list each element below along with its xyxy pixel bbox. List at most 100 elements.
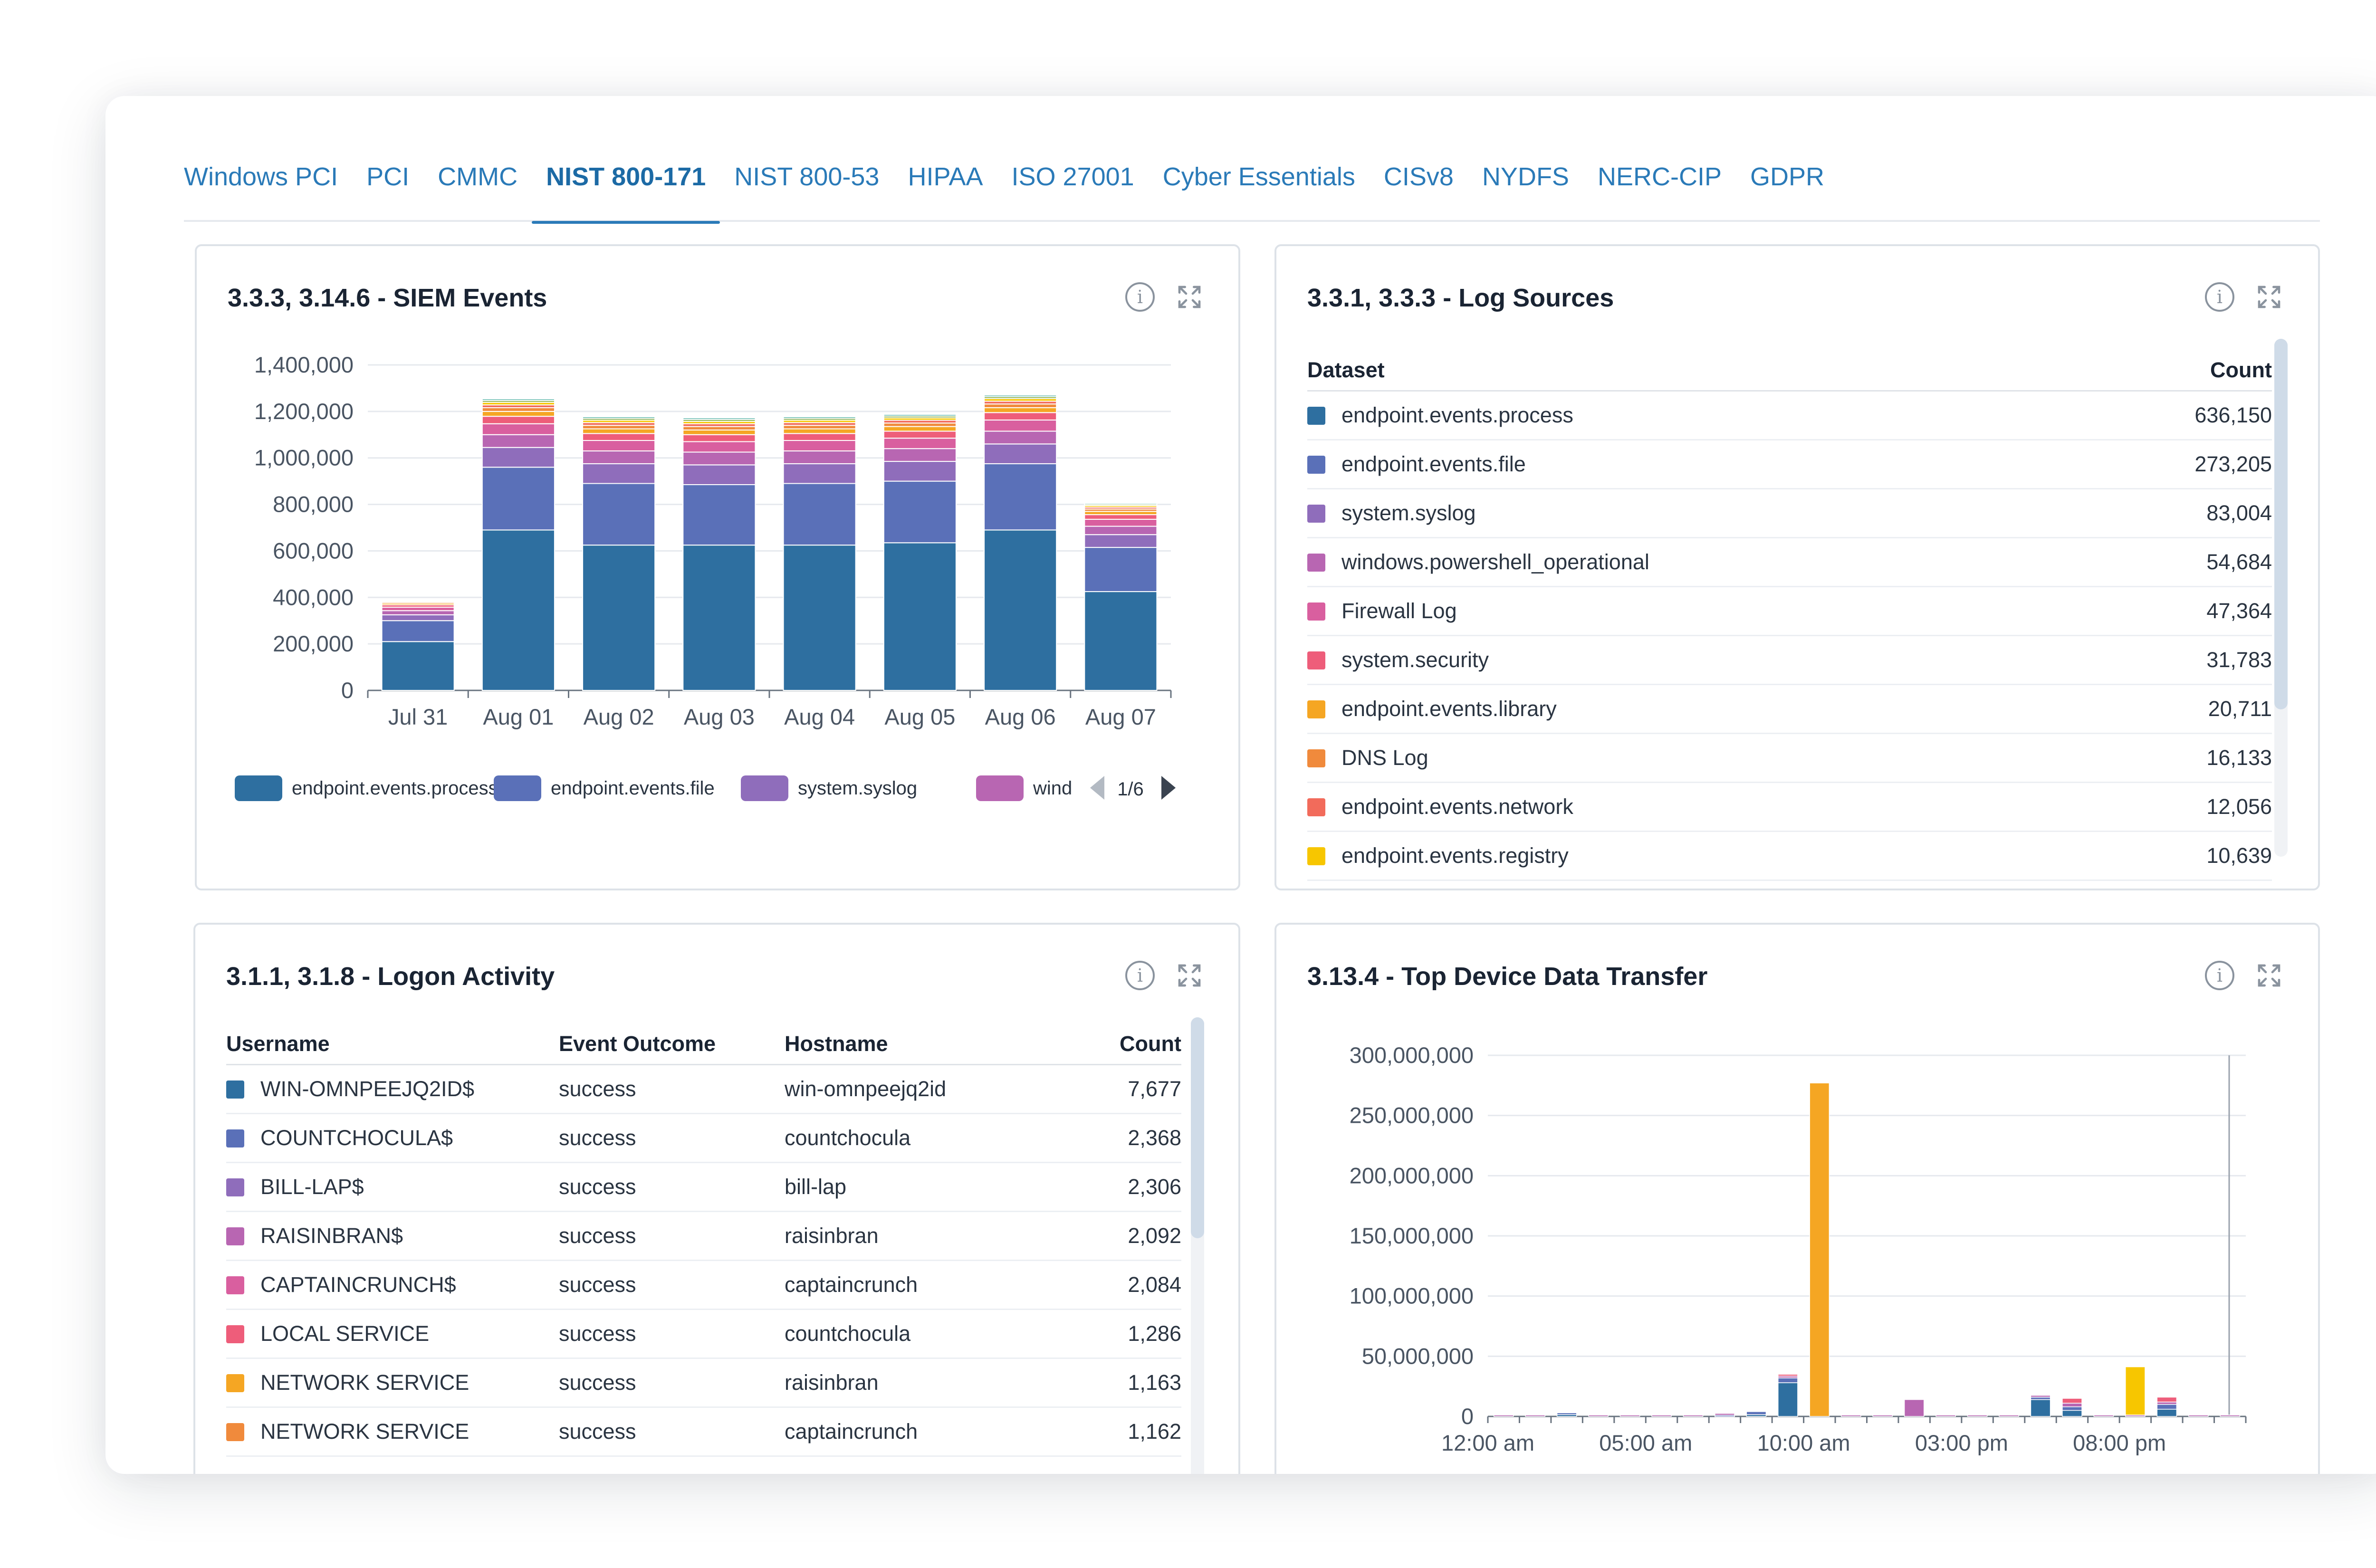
tab-gdpr[interactable]: GDPR — [1750, 163, 1824, 191]
tab-windows-pci[interactable]: Windows PCI — [184, 163, 338, 191]
column-header-event-outcome[interactable]: Event Outcome — [559, 1024, 785, 1065]
bar-segment[interactable] — [2125, 1366, 2146, 1415]
bar-segment[interactable] — [682, 434, 756, 442]
bar-segment[interactable] — [1840, 1415, 1861, 1417]
bar-segment[interactable] — [883, 461, 957, 482]
table-row[interactable]: WIN-OMNPEEJQ2ID$ success win-omnpeejq2id 7,… — [226, 1064, 1181, 1114]
table-row[interactable]: system.syslog 83,004 — [1307, 488, 2272, 538]
bar-segment[interactable] — [481, 434, 555, 448]
legend-label[interactable]: endpoint.events.file — [551, 778, 715, 799]
tab-nydfs[interactable]: NYDFS — [1482, 163, 1569, 191]
legend-label[interactable]: wind — [1033, 778, 1072, 799]
bar-segment[interactable] — [1872, 1415, 1893, 1417]
bar-segment[interactable] — [2156, 1401, 2177, 1405]
bar-segment[interactable] — [381, 614, 455, 621]
bar-segment[interactable] — [582, 483, 656, 546]
bar-segment[interactable] — [1525, 1415, 1546, 1417]
bar-segment[interactable] — [2156, 1396, 2177, 1403]
table-row[interactable]: endpoint.events.library 20,711 — [1307, 684, 2272, 734]
expand-icon[interactable] — [2253, 960, 2285, 991]
bar-segment[interactable] — [1084, 534, 1158, 548]
table-row[interactable]: NETWORK SERVICE success raisinbran 1,163 — [226, 1358, 1181, 1408]
bar-segment[interactable] — [2030, 1399, 2051, 1417]
bar-segment[interactable] — [481, 416, 555, 424]
bar-segment[interactable] — [984, 407, 1057, 413]
bar-segment[interactable] — [883, 422, 957, 427]
bar-segment[interactable] — [1999, 1415, 2019, 1417]
bar-segment[interactable] — [481, 411, 555, 417]
bar-segment[interactable] — [1778, 1374, 1798, 1377]
tab-cyber-essentials[interactable]: Cyber Essentials — [1162, 163, 1355, 191]
bar-segment[interactable] — [2188, 1415, 2209, 1417]
column-header-username[interactable]: Username — [226, 1024, 559, 1065]
bar-segment[interactable] — [481, 529, 555, 691]
bar-segment[interactable] — [1084, 514, 1158, 520]
info-icon[interactable]: i — [2204, 960, 2235, 991]
bar-segment[interactable] — [2062, 1403, 2082, 1407]
bar-segment[interactable] — [682, 430, 756, 435]
bar-segment[interactable] — [381, 610, 455, 615]
expand-icon[interactable] — [1174, 281, 1205, 313]
bar-segment[interactable] — [1619, 1415, 1640, 1417]
bar-segment[interactable] — [2093, 1415, 2114, 1417]
bar-segment[interactable] — [1084, 503, 1158, 505]
chevron-right-icon[interactable] — [1161, 776, 1176, 800]
bar-segment[interactable] — [883, 448, 957, 462]
table-row[interactable]: windows.powershell_operational 54,684 — [1307, 537, 2272, 587]
bar-segment[interactable] — [1084, 526, 1158, 535]
bar-segment[interactable] — [984, 412, 1057, 421]
bar-segment[interactable] — [582, 463, 656, 484]
bar-segment[interactable] — [2062, 1410, 2082, 1417]
info-icon[interactable]: i — [1124, 281, 1156, 313]
bar-segment[interactable] — [1084, 511, 1158, 516]
bar-segment[interactable] — [783, 440, 856, 452]
bar-segment[interactable] — [481, 467, 555, 531]
bar-segment[interactable] — [783, 545, 856, 691]
bar-segment[interactable] — [1809, 1082, 1830, 1417]
bar-segment[interactable] — [2062, 1406, 2082, 1411]
bar-segment[interactable] — [582, 433, 656, 441]
bar-segment[interactable] — [2062, 1398, 2082, 1404]
bar-segment[interactable] — [1588, 1415, 1609, 1417]
expand-icon[interactable] — [1174, 960, 1205, 991]
tab-nist-800-171[interactable]: NIST 800-171 — [532, 139, 720, 224]
bar-segment[interactable] — [2030, 1395, 2051, 1398]
bar-segment[interactable] — [2030, 1396, 2051, 1400]
bar-segment[interactable] — [1904, 1399, 1925, 1417]
info-icon[interactable]: i — [2204, 281, 2235, 313]
bar-segment[interactable] — [481, 423, 555, 435]
bar-segment[interactable] — [2156, 1409, 2177, 1417]
table-row[interactable]: LOCAL SERVICE success countchocula 1,286 — [226, 1309, 1181, 1359]
bar-segment[interactable] — [381, 620, 455, 642]
bar-segment[interactable] — [582, 428, 656, 434]
bar-segment[interactable] — [582, 545, 656, 691]
column-header-hostname[interactable]: Hostname — [785, 1024, 1070, 1065]
table-row[interactable]: system.security 31,783 — [1307, 635, 2272, 685]
bar-segment[interactable] — [783, 425, 856, 430]
bar-segment[interactable] — [984, 419, 1057, 432]
bar-segment[interactable] — [1084, 591, 1158, 691]
tab-iso-27001[interactable]: ISO 27001 — [1011, 163, 1134, 191]
tab-cisv8[interactable]: CISv8 — [1383, 163, 1454, 191]
bar-segment[interactable] — [1084, 518, 1158, 527]
bar-segment[interactable] — [2156, 1404, 2177, 1410]
bar-segment[interactable] — [783, 450, 856, 464]
bar-segment[interactable] — [984, 463, 1057, 531]
table-row[interactable]: CAPTAINCRUNCH$ success captaincrunch 2,084 — [226, 1260, 1181, 1310]
tab-pci[interactable]: PCI — [366, 163, 410, 191]
table-row[interactable]: DNS Log 16,133 — [1307, 733, 2272, 783]
bar-segment[interactable] — [682, 426, 756, 430]
scrollbar[interactable] — [1191, 1017, 1204, 1474]
chevron-left-icon[interactable] — [1090, 776, 1104, 800]
table-row[interactable]: endpoint.events.network 12,056 — [1307, 782, 2272, 832]
bar-segment[interactable] — [1084, 547, 1158, 593]
bar-segment[interactable] — [984, 430, 1057, 445]
bar-segment[interactable] — [883, 480, 957, 544]
table-row[interactable]: RAISINBRAN$ success raisinbran 2,092 — [226, 1211, 1181, 1261]
bar-segment[interactable] — [582, 425, 656, 430]
scrollbar[interactable] — [2274, 339, 2288, 857]
bar-segment[interactable] — [1778, 1377, 1798, 1383]
tab-nerc-cip[interactable]: NERC-CIP — [1597, 163, 1722, 191]
table-row[interactable]: endpoint.events.file 273,205 — [1307, 440, 2272, 489]
bar-segment[interactable] — [1556, 1412, 1577, 1415]
